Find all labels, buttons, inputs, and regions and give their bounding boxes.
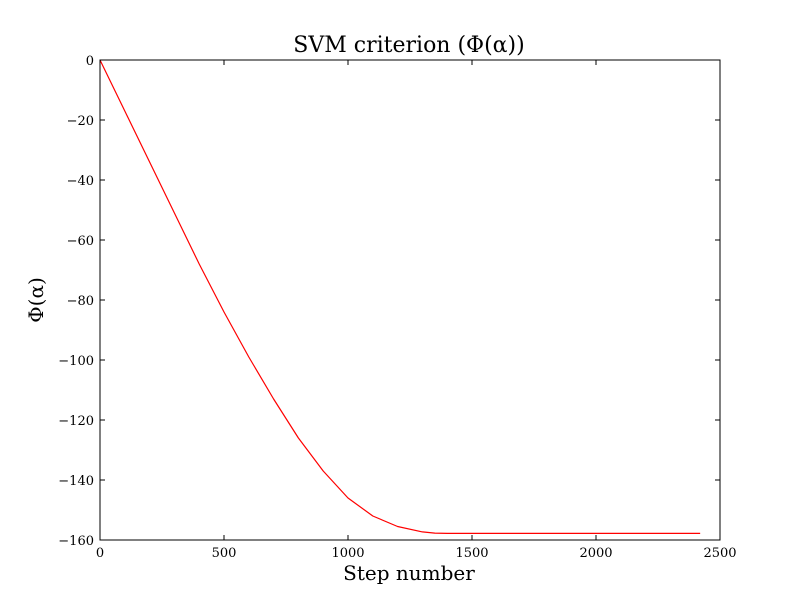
y-axis-label: Φ(α) [24,277,48,323]
x-tick-label: 1000 [331,546,364,561]
y-tick-label: −160 [58,534,94,549]
x-tick-label: 2000 [579,546,612,561]
x-axis-label: Step number [343,561,475,585]
y-tick-label: −20 [67,114,94,129]
x-tick-label: 2500 [703,546,736,561]
y-tick-label: −120 [58,414,94,429]
plot-frame [99,59,721,541]
x-tick-label: 500 [212,546,237,561]
chart-title: SVM criterion (Φ(α)) [293,33,524,58]
y-tick-label: −100 [58,354,94,369]
x-tick-label: 1500 [455,546,488,561]
y-tick-label: −60 [67,234,94,249]
y-tick-label: −140 [58,474,94,489]
x-tick-label: 0 [96,546,104,561]
y-tick-label: −80 [67,294,94,309]
y-tick-label: −40 [67,174,94,189]
y-tick-label: 0 [86,54,94,69]
plot-area: 0 500 1000 1500 2000 2500 0 −20 −40 −60 −80 −100 −12… [58,54,736,561]
series-line [99,59,701,535]
